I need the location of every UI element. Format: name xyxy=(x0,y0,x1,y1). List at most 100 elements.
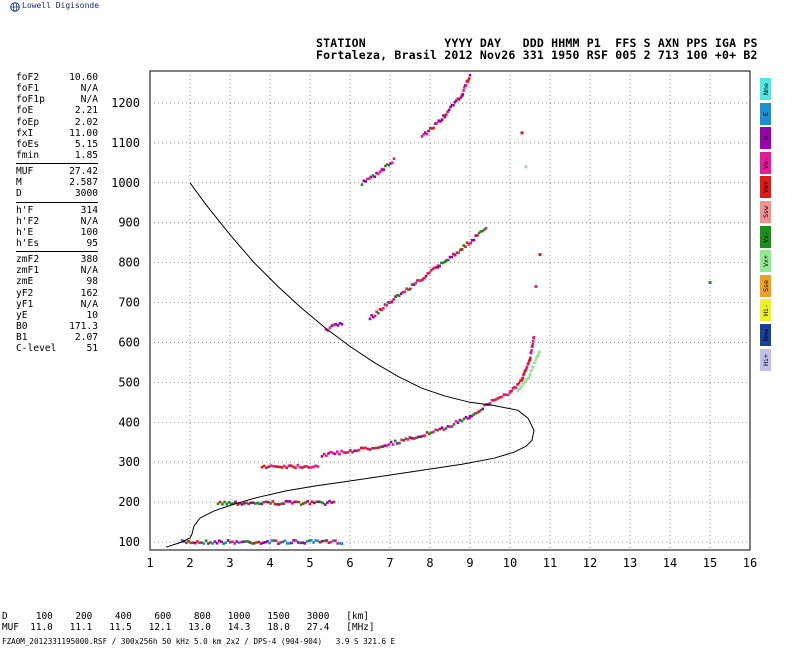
echo-point xyxy=(274,539,278,543)
echo-point xyxy=(314,464,318,468)
echo-point xyxy=(524,368,527,372)
y-tick-label: 1000 xyxy=(111,176,140,190)
echo-point xyxy=(461,93,465,96)
param-row: M 2.587 xyxy=(16,177,98,188)
echo-point xyxy=(526,377,529,381)
legend-label: Sse xyxy=(761,279,770,292)
echo-point xyxy=(334,539,337,543)
echo-point xyxy=(323,503,327,506)
param-row: zmF1 N/A xyxy=(16,265,98,276)
echo-point xyxy=(251,501,255,505)
echo-point xyxy=(440,261,443,265)
echo-point xyxy=(456,421,460,425)
echo-point xyxy=(422,133,425,136)
echo-point xyxy=(469,241,472,245)
legend-label: Vx+ xyxy=(761,255,770,268)
echo-point xyxy=(464,245,467,248)
echo-point xyxy=(338,321,342,325)
echo-point xyxy=(239,540,243,544)
echo-point xyxy=(390,300,394,304)
echo-point xyxy=(370,314,373,317)
echo-point xyxy=(375,446,378,450)
echo-point xyxy=(385,444,389,447)
echo-point xyxy=(324,328,328,331)
echo-point xyxy=(450,103,454,107)
echo-point xyxy=(377,311,380,315)
echo-point xyxy=(357,448,361,452)
param-label: zmE xyxy=(16,276,34,288)
param-value: 314 xyxy=(80,204,98,216)
echo-point xyxy=(708,281,712,285)
legend-label: Hi+ xyxy=(761,353,770,366)
echo-point xyxy=(438,427,442,431)
param-row: h'F2 N/A xyxy=(16,216,98,227)
echo-point xyxy=(488,402,492,405)
echo-point xyxy=(526,363,530,366)
param-label: h'E xyxy=(16,226,34,238)
param-label: B1 xyxy=(16,332,28,344)
echo-point xyxy=(417,279,421,282)
echo-point xyxy=(481,229,484,233)
echo-point xyxy=(494,398,498,401)
echo-point xyxy=(479,408,483,412)
x-tick-label: 4 xyxy=(266,556,273,570)
echo-point xyxy=(336,324,340,327)
echo-point xyxy=(375,310,378,314)
param-label: foEs xyxy=(16,138,40,150)
echo-point xyxy=(492,398,496,402)
x-tick-label: 13 xyxy=(623,556,637,570)
echo-point xyxy=(191,541,195,544)
echo-point xyxy=(434,122,437,125)
echo-point xyxy=(421,434,425,438)
param-row: MUF 27.42 xyxy=(16,166,98,177)
y-tick-label: 700 xyxy=(118,296,140,310)
echo-point xyxy=(427,129,430,133)
echo-point xyxy=(516,389,520,393)
echo-point xyxy=(269,502,272,505)
echo-point xyxy=(400,438,403,442)
echo-point xyxy=(221,502,224,506)
y-tick-label: 600 xyxy=(118,335,140,349)
param-row: h'F 314 xyxy=(16,205,98,216)
echo-point xyxy=(382,307,385,310)
param-label: MUF xyxy=(16,166,34,178)
echo-point xyxy=(322,452,326,456)
echo-point xyxy=(332,500,336,504)
echo-point xyxy=(368,448,372,451)
echo-point xyxy=(445,259,448,262)
echo-point xyxy=(369,175,373,179)
echo-point xyxy=(307,539,311,542)
echo-point xyxy=(233,542,236,545)
legend-label: Ssw xyxy=(761,206,770,218)
param-label: fmin xyxy=(16,149,40,161)
x-tick-label: 3 xyxy=(226,556,233,570)
echo-point xyxy=(410,436,414,440)
echo-point xyxy=(435,121,439,125)
echo-point xyxy=(531,344,534,348)
echo-point xyxy=(440,118,444,122)
echo-point xyxy=(196,540,199,543)
globe-icon xyxy=(10,2,20,12)
echo-point xyxy=(446,258,450,262)
echo-point xyxy=(256,501,259,505)
echo-point xyxy=(270,539,274,542)
echo-point xyxy=(364,446,367,450)
echo-point xyxy=(421,278,424,281)
echo-point xyxy=(263,541,267,544)
echo-point xyxy=(436,264,440,267)
echo-point xyxy=(425,132,429,136)
echo-point xyxy=(523,380,526,384)
echo-point xyxy=(351,450,354,454)
echo-point xyxy=(514,386,518,389)
echo-point xyxy=(378,170,382,174)
param-value: N/A xyxy=(80,265,98,277)
echo-point xyxy=(447,108,451,112)
echo-point xyxy=(472,413,475,416)
echo-point xyxy=(286,500,290,503)
echo-point xyxy=(392,157,396,161)
legend-swatch: Sse xyxy=(760,274,771,297)
echo-point xyxy=(470,238,474,242)
header-fields: STATION YYYY DAY DDD HHMM P1 FFS S AXN P… xyxy=(316,36,758,50)
param-label: foE xyxy=(16,105,34,117)
param-value: 380 xyxy=(80,254,98,266)
